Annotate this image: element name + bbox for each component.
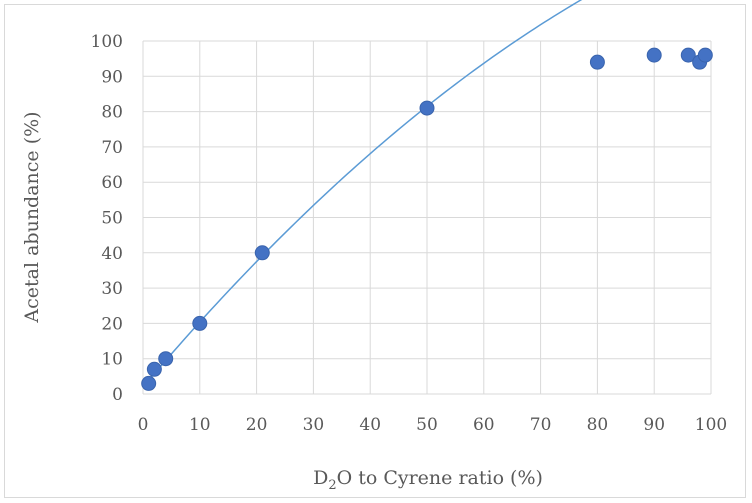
data-point — [254, 245, 270, 261]
y-axis-title: Acetal abundance (%) — [21, 111, 43, 323]
data-point — [158, 351, 174, 367]
x-tick-label: 10 — [189, 415, 211, 435]
data-point — [646, 47, 662, 63]
x-axis-title-subscript: 2 — [328, 478, 336, 493]
y-tick-label: 60 — [101, 173, 123, 193]
y-tick-label: 100 — [91, 32, 123, 52]
y-tick-label: 80 — [101, 103, 123, 123]
y-tick-label: 70 — [101, 138, 123, 158]
y-tick-label: 50 — [101, 209, 123, 229]
data-point — [192, 315, 208, 331]
x-tick-labels: 0 10 20 30 40 50 60 70 80 90 100 — [138, 415, 728, 435]
y-tick-label: 30 — [101, 279, 123, 299]
x-tick-label: 70 — [530, 415, 552, 435]
data-point — [419, 100, 435, 116]
y-tick-label: 10 — [101, 350, 123, 370]
x-tick-label: 0 — [138, 415, 149, 435]
x-axis-title-base: D — [313, 467, 328, 489]
y-tick-label: 90 — [101, 67, 123, 87]
y-tick-label: 20 — [101, 314, 123, 334]
x-tick-label: 100 — [695, 415, 727, 435]
data-point — [589, 54, 605, 70]
x-tick-label: 50 — [416, 415, 438, 435]
y-tick-labels: 0 10 20 30 40 50 60 70 80 90 100 — [91, 32, 123, 405]
y-tick-label: 0 — [112, 385, 123, 405]
x-tick-label: 80 — [587, 415, 609, 435]
x-tick-label: 90 — [643, 415, 665, 435]
x-tick-label: 30 — [303, 415, 325, 435]
data-point — [697, 47, 713, 63]
x-axis-title: D2O to Cyrene ratio (%) — [313, 467, 543, 493]
gridlines — [142, 40, 712, 395]
data-point — [141, 375, 157, 391]
x-tick-label: 20 — [246, 415, 268, 435]
x-tick-label: 40 — [359, 415, 381, 435]
data-point — [146, 361, 162, 377]
x-tick-label: 60 — [473, 415, 495, 435]
data-points — [141, 47, 713, 391]
y-tick-label: 40 — [101, 244, 123, 264]
x-axis-title-rest: O to Cyrene ratio (%) — [337, 467, 543, 489]
data-point — [680, 47, 696, 63]
chart-frame — [4, 4, 746, 498]
